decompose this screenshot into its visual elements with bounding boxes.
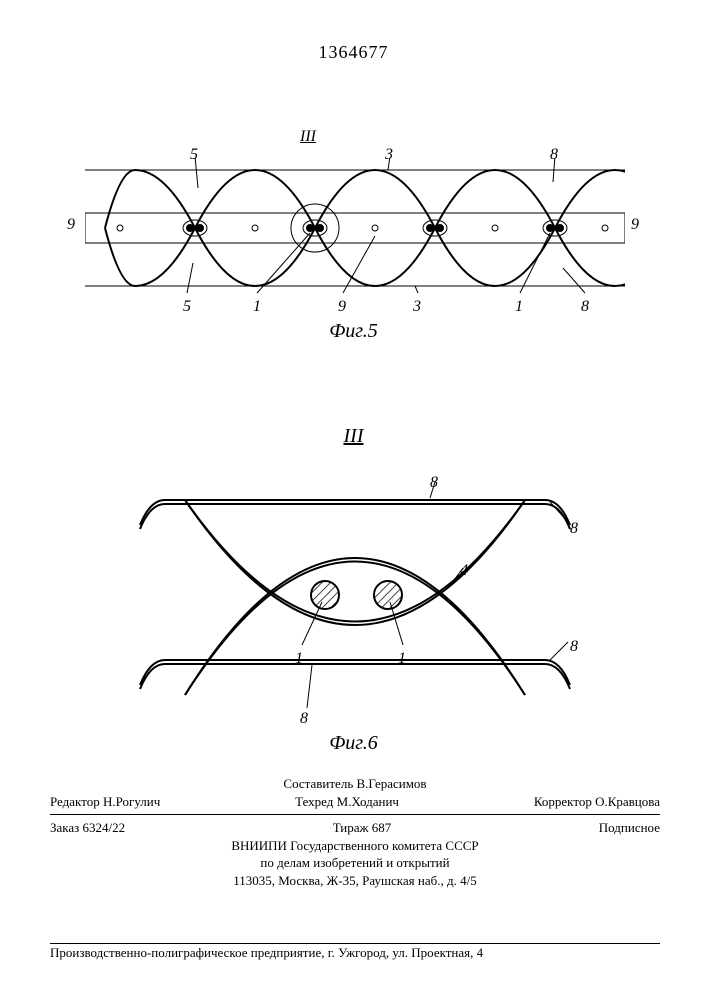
ref-label: 8 [300,710,308,728]
ref-label: 8 [430,474,438,492]
credits-org2: по делам изобретений и открытий [50,854,660,872]
credits-corrector: Корректор О.Кравцова [534,793,660,811]
ref-label: 5 [183,298,191,316]
ref-label: 9 [338,298,346,316]
ref-label: 8 [550,146,558,164]
fig6-caption: Фиг.6 [0,732,707,755]
credits-address: 113035, Москва, Ж-35, Раушская наб., д. … [50,872,660,890]
figure-5-svg [85,158,625,308]
credits-org1: ВНИИПИ Государственного комитета СССР [50,837,660,855]
patent-page: 1364677 5 III 3 8 9 5 1 9 3 1 8 9 Фиг.5 III 8 8 4 1 1 8 8… [0,0,707,1000]
ref-label: 5 [190,146,198,164]
credits-techred: Техред М.Ходанич [295,793,399,811]
patent-number: 1364677 [0,42,707,63]
ref-label: 3 [385,146,393,164]
ref-label: 3 [413,298,421,316]
credits-subscription: Подписное [599,819,660,837]
credits-block: Составитель В.Герасимов Редактор Н.Рогул… [50,775,660,889]
ref-label: 1 [295,650,303,668]
footer-text: Производственно-полиграфическое предприя… [50,945,660,961]
footer-divider [50,943,660,944]
ref-label: 1 [515,298,523,316]
ref-label: III [300,128,316,146]
divider [50,814,660,815]
fig5-caption: Фиг.5 [0,320,707,343]
ref-label: 1 [398,650,406,668]
credits-editor: Редактор Н.Рогулич [50,793,160,811]
ref-label: 4 [460,562,468,580]
credits-tirage: Тираж 687 [333,819,392,837]
figure-6-svg [130,460,580,730]
credits-order: Заказ 6324/22 [50,819,125,837]
ref-label: 1 [253,298,261,316]
ref-label: 9 [631,216,639,234]
figure-5 [85,158,625,298]
credits-compiler: Составитель В.Герасимов [50,775,660,793]
ref-label: 8 [570,638,578,656]
ref-label: 8 [581,298,589,316]
fig6-view-ref: III [0,425,707,448]
figure-6 [130,460,580,720]
ref-label: 9 [67,216,75,234]
ref-label: 8 [570,520,578,538]
